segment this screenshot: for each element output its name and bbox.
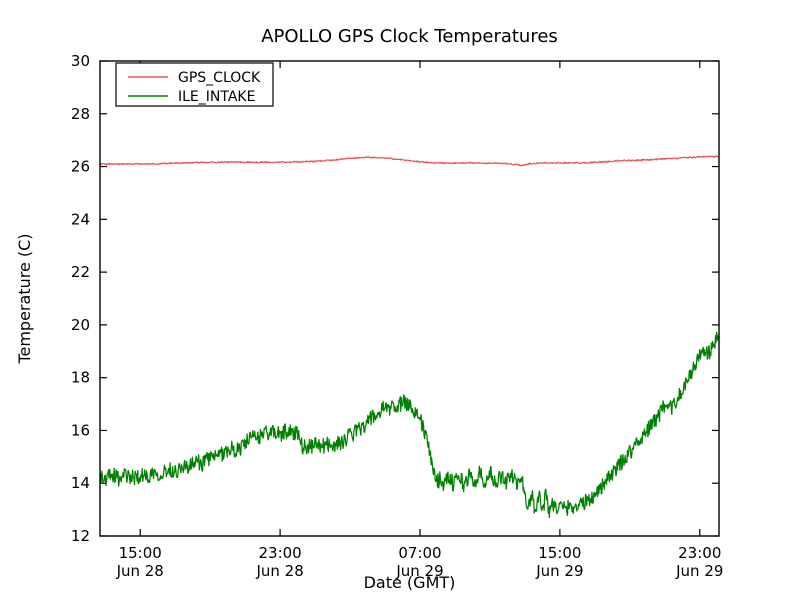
y-tick-label: 20 — [71, 316, 90, 334]
x-tick-time: 15:00 — [119, 544, 162, 562]
y-tick-label: 18 — [71, 369, 90, 387]
legend-label-ile-intake[interactable]: ILE_INTAKE — [178, 89, 255, 105]
y-axis-label: Temperature (C) — [15, 233, 34, 364]
x-tick-time: 23:00 — [258, 544, 301, 562]
legend-label-gps-clock[interactable]: GPS_CLOCK — [178, 70, 261, 86]
page-title: APOLLO GPS Clock Temperatures — [261, 26, 558, 47]
y-tick-label: 12 — [71, 527, 90, 545]
x-tick-date: Jun 29 — [535, 562, 583, 580]
y-tick-label: 14 — [71, 474, 90, 492]
plot-frame — [99, 60, 720, 537]
legend-box — [115, 62, 274, 107]
x-tick-date: Jun 29 — [675, 562, 723, 580]
y-axis-ticks: 12 14 16 18 20 22 24 26 28 30 — [71, 52, 719, 545]
x-tick-time: 07:00 — [398, 544, 441, 562]
y-tick-label: 26 — [71, 158, 90, 176]
chart-legend[interactable]: GPS_CLOCK ILE_INTAKE — [115, 62, 274, 107]
y-tick-label: 30 — [71, 52, 90, 70]
x-tick-date: Jun 28 — [255, 562, 303, 580]
x-tick-time: 23:00 — [678, 544, 721, 562]
series-line-gps-clock — [99, 155, 720, 167]
y-tick-label: 28 — [71, 105, 90, 123]
series-line-ile-intake — [99, 331, 720, 519]
y-tick-label: 16 — [71, 421, 90, 439]
y-tick-label: 24 — [71, 210, 90, 228]
y-tick-label: 22 — [71, 263, 90, 281]
x-tick-time: 15:00 — [538, 544, 581, 562]
x-axis-label: Date (GMT) — [364, 573, 456, 592]
x-tick-date: Jun 28 — [116, 562, 164, 580]
data-series-group — [99, 155, 720, 519]
x-tick-date: Jun 29 — [395, 562, 443, 580]
